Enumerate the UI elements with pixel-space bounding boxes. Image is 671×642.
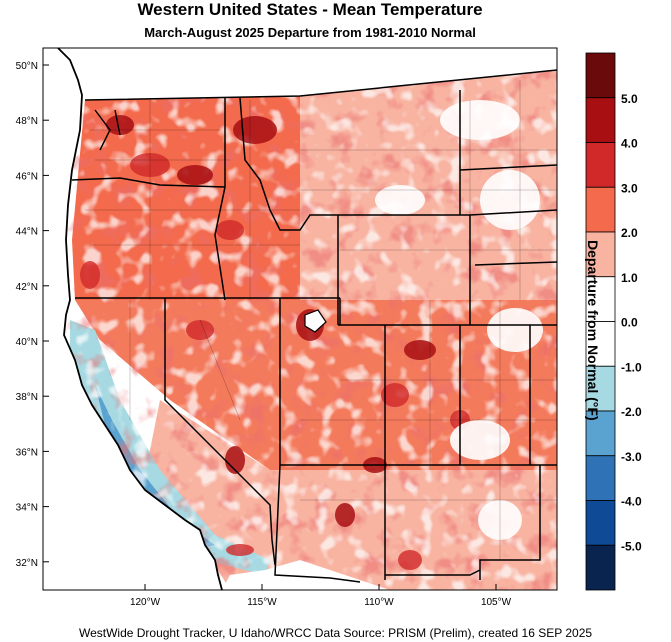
- lat-label: 32°N: [16, 558, 38, 569]
- lon-label: 110°W: [364, 597, 394, 608]
- colorbar-swatch: [585, 410, 616, 457]
- colorbar-swatch: [585, 455, 616, 501]
- colorbar-label: 0.0: [621, 316, 638, 330]
- lat-label: 48°N: [16, 116, 38, 127]
- lat-label: 38°N: [16, 392, 38, 403]
- colorbar-label: 2.0: [621, 226, 638, 240]
- lat-label: 44°N: [16, 227, 38, 238]
- lat-label: 34°N: [16, 503, 38, 514]
- colorbar-swatch: [585, 186, 616, 233]
- colorbar-swatch: [585, 321, 616, 367]
- lon-label: 120°W: [130, 597, 161, 608]
- colorbar-label: 4.0: [621, 137, 638, 151]
- colorbar-label: -5.0: [621, 539, 642, 553]
- longitude-axis: 120°W 115°W 110°W 105°W: [130, 584, 512, 608]
- map-title: Western United States - Mean Temperature: [137, 0, 483, 19]
- state-boundaries: [71, 69, 557, 583]
- colorbar-label: -4.0: [621, 495, 642, 509]
- map-subtitle: March-August 2025 Departure from 1981-20…: [144, 25, 476, 40]
- pacific-ocean: [43, 48, 222, 590]
- lat-label: 42°N: [16, 282, 38, 293]
- lon-label: 115°W: [247, 597, 277, 608]
- lat-label: 36°N: [16, 447, 38, 458]
- colorbar-swatch: [585, 276, 616, 322]
- coastline: [57, 48, 223, 590]
- colorbar-label: -3.0: [621, 450, 642, 464]
- colorbar-swatch: [585, 500, 616, 546]
- hot-spots: [106, 115, 436, 527]
- colorbar-label: -1.0: [621, 360, 642, 374]
- colorbar-swatch: [585, 231, 616, 278]
- mexico-area: [222, 560, 390, 590]
- lat-label: 46°N: [16, 171, 38, 182]
- colorbar-swatch: [585, 142, 616, 188]
- colorbar-label: 3.0: [621, 181, 638, 195]
- colorbar-swatch: [585, 97, 616, 143]
- canada-area: [43, 48, 557, 100]
- lat-label: 50°N: [16, 61, 38, 72]
- colorbar-swatch: [585, 365, 616, 412]
- temperature-field: [43, 48, 557, 590]
- colorbar-label: 5.0: [621, 92, 638, 106]
- footer-credit: WestWide Drought Tracker, U Idaho/WRCC D…: [78, 626, 593, 640]
- great-salt-lake: [304, 309, 327, 333]
- colorbar-swatch: [585, 52, 616, 99]
- latitude-axis: 50°N 48°N 46°N 44°N 42°N 40°N 38°N 36°N 34°N 32°N: [16, 61, 49, 569]
- colorbar-label: 1.0: [621, 271, 638, 285]
- lat-label: 40°N: [16, 337, 38, 348]
- colorbar-label: -2.0: [621, 405, 642, 419]
- colorbar-title: Departure from Normal (°F): [585, 240, 601, 421]
- map-frame: [42, 47, 558, 591]
- county-lines: [85, 80, 557, 560]
- lon-label: 105°W: [481, 597, 512, 608]
- colorbar-swatch: [585, 544, 616, 591]
- colorbar: 5.0 4.0 3.0 2.0 1.0 0.0 -1.0 -2.0 -3.0 -4.0 -5.0: [585, 52, 642, 591]
